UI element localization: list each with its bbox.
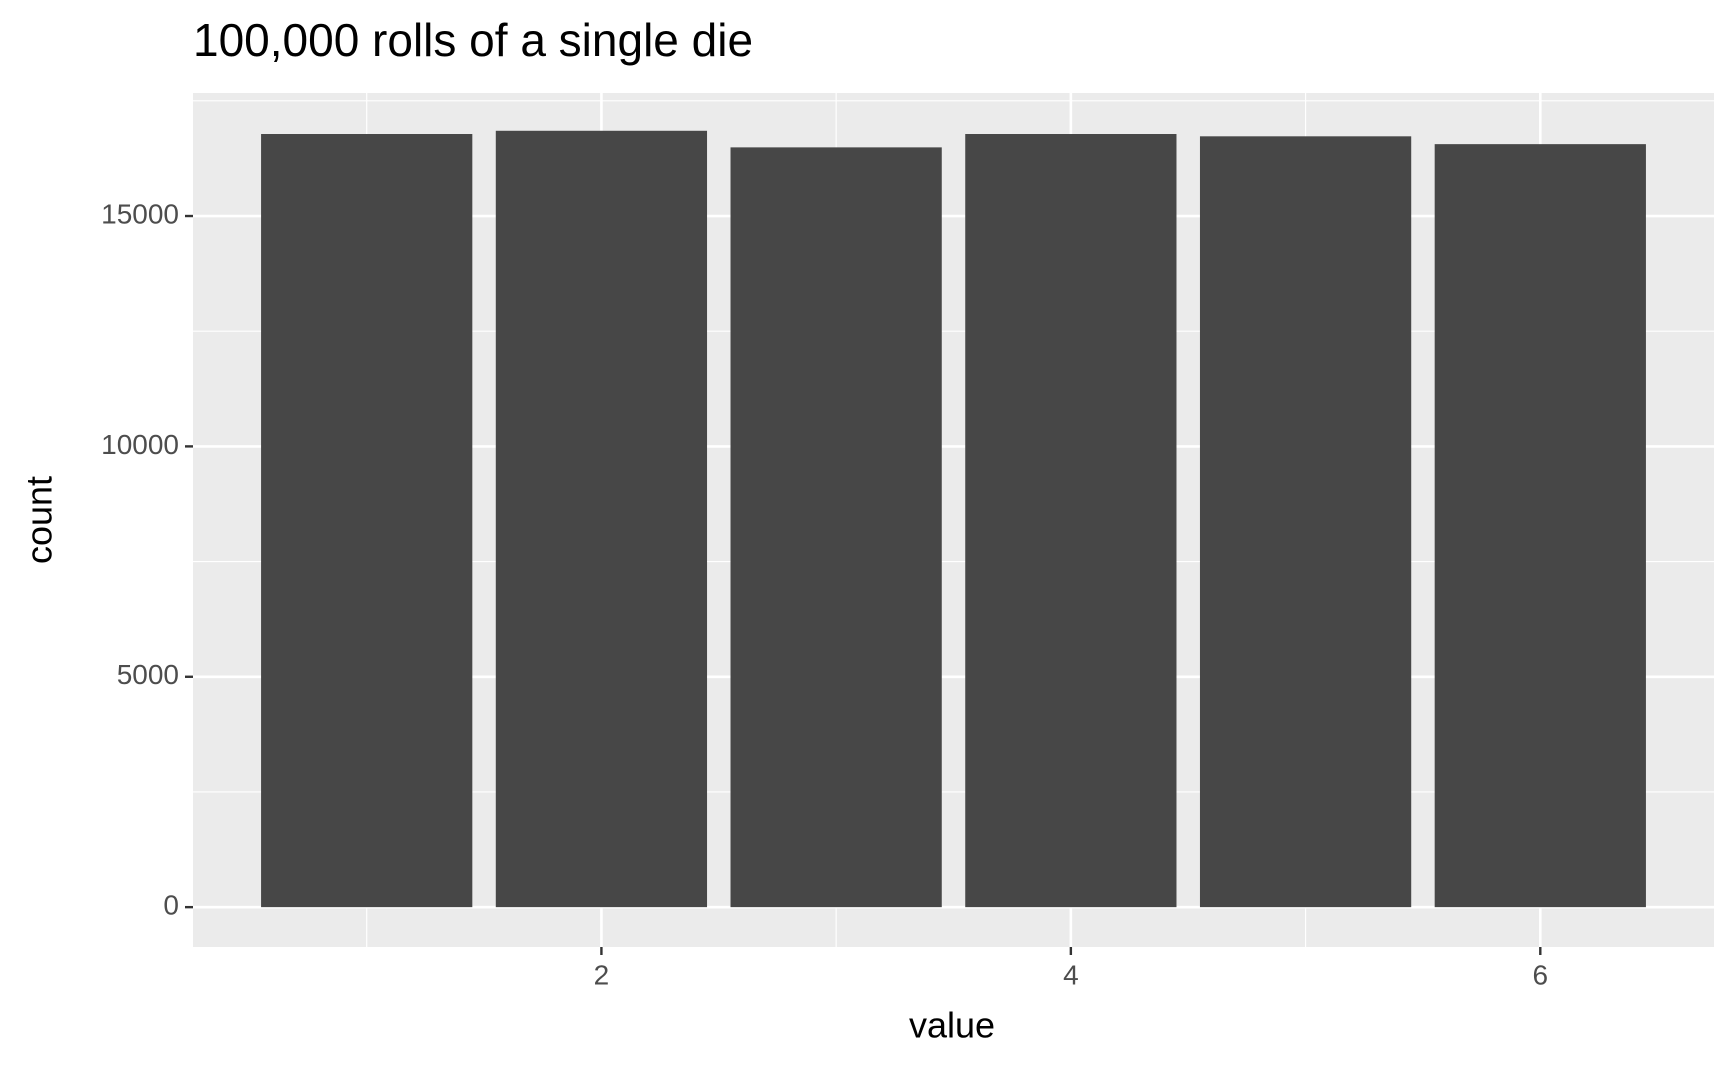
- chart-title: 100,000 rolls of a single die: [193, 14, 753, 66]
- bar: [730, 147, 942, 908]
- bar: [261, 134, 473, 908]
- x-tick-label: 6: [1533, 959, 1549, 990]
- x-tick-label: 2: [594, 959, 610, 990]
- x-axis-title: value: [909, 1005, 995, 1046]
- bar: [495, 130, 708, 908]
- y-tick-label: 0: [163, 890, 179, 921]
- y-tick-label: 5000: [117, 659, 179, 690]
- bar: [1199, 136, 1412, 908]
- y-tick-label: 15000: [101, 198, 179, 229]
- bar: [1434, 144, 1646, 908]
- y-tick-label: 10000: [101, 429, 179, 460]
- y-axis-title: count: [19, 476, 60, 564]
- bar: [965, 134, 1177, 908]
- x-tick-label: 4: [1063, 959, 1079, 990]
